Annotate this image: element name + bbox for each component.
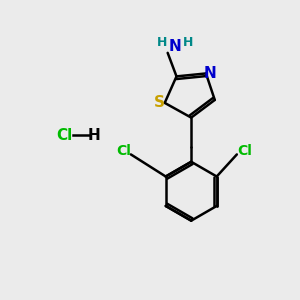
Text: Cl: Cl bbox=[56, 128, 73, 143]
Text: N: N bbox=[204, 66, 217, 81]
Text: H: H bbox=[88, 128, 100, 143]
Text: H: H bbox=[157, 36, 167, 49]
Text: H: H bbox=[183, 36, 194, 49]
Text: N: N bbox=[169, 39, 182, 54]
Text: Cl: Cl bbox=[116, 145, 131, 158]
Text: Cl: Cl bbox=[237, 145, 252, 158]
Text: S: S bbox=[154, 95, 165, 110]
